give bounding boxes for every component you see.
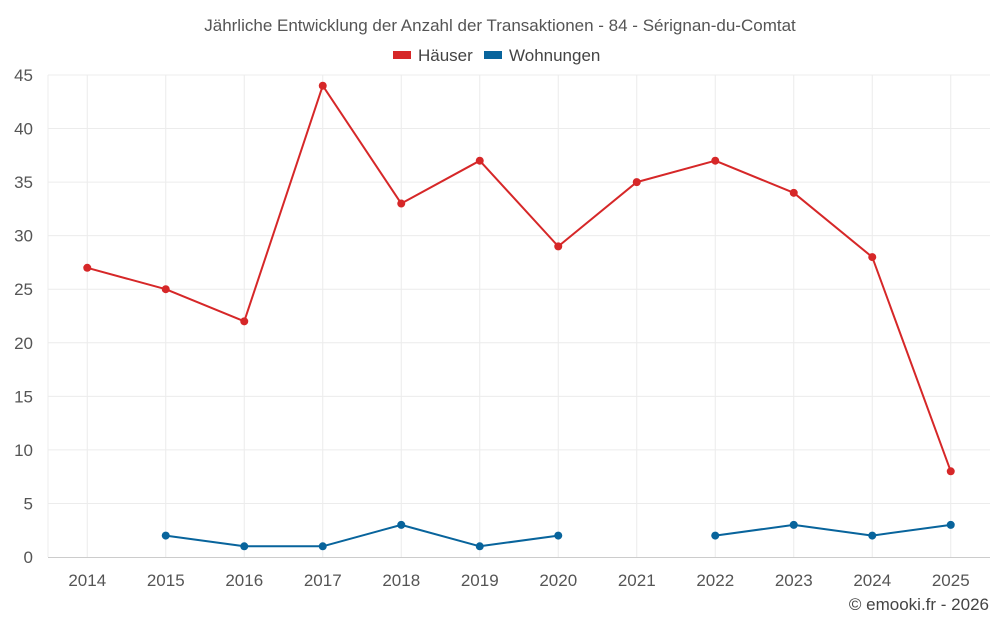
y-tick-label: 40 <box>14 120 33 139</box>
data-point-haeuser[interactable] <box>397 199 406 208</box>
series-line-haeuser <box>86 84 952 472</box>
data-point-haeuser[interactable] <box>475 156 484 165</box>
legend-swatch-wohnungen <box>484 51 502 59</box>
y-axis: 0 5 10 15 20 25 30 35 40 45 <box>14 66 33 567</box>
x-tick-label: 2016 <box>225 571 263 590</box>
series-line-wohnungen <box>715 523 951 537</box>
y-tick-label: 15 <box>14 387 33 406</box>
y-tick-label: 10 <box>14 441 33 460</box>
data-point-haeuser[interactable] <box>711 156 720 165</box>
data-point-haeuser[interactable] <box>318 81 327 90</box>
grid <box>47 74 990 557</box>
data-point-haeuser[interactable] <box>868 253 877 262</box>
x-tick-label: 2024 <box>853 571 891 590</box>
y-tick-label: 35 <box>14 173 33 192</box>
x-tick-label: 2025 <box>932 571 970 590</box>
y-tick-label: 5 <box>24 494 33 513</box>
data-point-haeuser[interactable] <box>161 285 170 294</box>
x-tick-label: 2015 <box>147 571 185 590</box>
data-point-haeuser[interactable] <box>946 467 955 476</box>
y-tick-label: 45 <box>14 66 33 85</box>
credit-text: © emooki.fr - 2026 <box>849 595 989 614</box>
legend: Häuser Wohnungen <box>393 46 600 65</box>
x-tick-label: 2018 <box>382 571 420 590</box>
data-point-wohnungen[interactable] <box>711 531 720 540</box>
x-tick-label: 2014 <box>68 571 106 590</box>
legend-swatch-haeuser <box>393 51 411 59</box>
data-point-wohnungen[interactable] <box>946 520 955 529</box>
chart-title: Jährliche Entwicklung der Anzahl der Tra… <box>204 16 796 35</box>
y-tick-label: 25 <box>14 280 33 299</box>
data-point-haeuser[interactable] <box>554 242 563 251</box>
y-tick-label: 0 <box>24 548 33 567</box>
y-tick-label: 30 <box>14 227 33 246</box>
data-point-haeuser[interactable] <box>632 178 641 187</box>
data-point-haeuser[interactable] <box>789 188 798 197</box>
x-axis: 2014 2015 2016 2017 2018 2019 2020 2021 2022 2023… <box>68 571 969 590</box>
series-group <box>83 81 955 551</box>
data-point-wohnungen[interactable] <box>397 520 406 529</box>
series-line-wohnungen <box>165 523 559 548</box>
data-point-haeuser[interactable] <box>83 263 92 272</box>
data-point-haeuser[interactable] <box>240 317 249 326</box>
data-point-wohnungen[interactable] <box>554 531 563 540</box>
x-tick-label: 2020 <box>539 571 577 590</box>
legend-label-wohnungen[interactable]: Wohnungen <box>509 46 600 65</box>
data-point-wohnungen[interactable] <box>789 520 798 529</box>
data-point-wohnungen[interactable] <box>240 542 249 551</box>
x-tick-label: 2019 <box>461 571 499 590</box>
x-tick-label: 2022 <box>696 571 734 590</box>
data-point-wohnungen[interactable] <box>318 542 327 551</box>
data-point-wohnungen[interactable] <box>868 531 877 540</box>
x-tick-label: 2017 <box>304 571 342 590</box>
data-point-wohnungen[interactable] <box>475 542 484 551</box>
y-tick-label: 20 <box>14 334 33 353</box>
x-tick-label: 2021 <box>618 571 656 590</box>
x-tick-label: 2023 <box>775 571 813 590</box>
legend-label-haeuser[interactable]: Häuser <box>418 46 473 65</box>
data-point-wohnungen[interactable] <box>161 531 170 540</box>
